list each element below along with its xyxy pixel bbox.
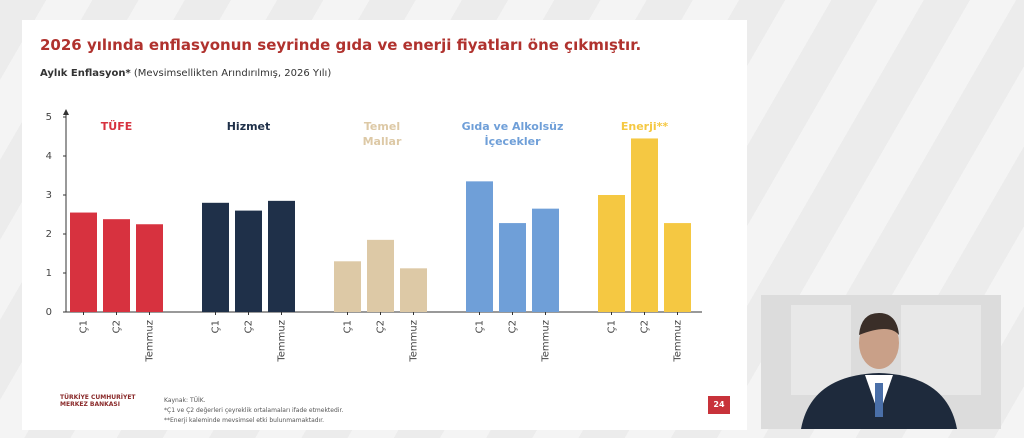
bar: [466, 181, 493, 312]
x-tick-label: Ç1: [79, 320, 90, 333]
slide: 2026 yılında enflasyonun seyrinde gıda v…: [22, 20, 747, 430]
bar: [664, 223, 691, 312]
group-label: Temel Mallar: [362, 120, 402, 148]
logo: TÜRKİYE CUMHURİYET MERKEZ BANKASI: [60, 394, 136, 408]
x-tick-label: Temmuz: [409, 320, 420, 363]
group-label: Hizmet: [226, 120, 271, 133]
x-tick-label: Temmuz: [145, 320, 156, 363]
x-tick-label: Temmuz: [277, 320, 288, 363]
group-label: Enerji**: [620, 120, 669, 133]
speaker-video: [761, 295, 1001, 429]
x-tick-label: Ç2: [112, 320, 123, 333]
page-number: 24: [708, 396, 730, 414]
bar: [268, 200, 295, 312]
y-tick-label: 1: [46, 268, 52, 279]
bar: [631, 138, 658, 312]
tie: [875, 383, 883, 417]
y-tick-label: 0: [46, 307, 52, 318]
bar: [136, 224, 163, 312]
subtitle-text: (Mevsimsellikten Arındırılmış, 2026 Yılı…: [133, 68, 332, 79]
y-tick-label: 4: [46, 151, 52, 162]
y-tick-label: 3: [46, 190, 52, 201]
bar: [598, 195, 625, 312]
x-tick-label: Ç2: [508, 320, 519, 333]
bar: [532, 208, 559, 312]
bar: [400, 268, 427, 312]
slide-title: 2026 yılında enflasyonun seyrinde gıda v…: [40, 36, 642, 54]
bar: [334, 261, 361, 312]
chart: 0 1 2 3 4 5 Ç1 Ç2 Temmuz Ç1 Ç2 Temmuz Ç1 Ç2 Temmuz Ç1 Ç2…: [46, 109, 702, 363]
x-tick-label: Temmuz: [541, 320, 552, 363]
bar: [70, 212, 97, 312]
source: Kaynak: TÜİK.: [164, 397, 206, 404]
x-tick-label: Ç2: [640, 320, 651, 333]
y-tick-label: 5: [46, 112, 52, 123]
bar: [103, 219, 130, 312]
x-tick-label: Ç1: [211, 320, 222, 333]
note: **Enerji kaleminde mevsimsel etki bulunm…: [164, 417, 325, 424]
x-tick-label: Ç1: [343, 320, 354, 333]
subtitle: Aylık Enflasyon* (Mevsimsellikten Arındı…: [40, 68, 331, 79]
bar: [235, 210, 262, 312]
x-tick-label: Ç2: [376, 320, 387, 333]
subtitle-bold: Aylık Enflasyon*: [40, 68, 131, 79]
bar: [499, 223, 526, 312]
bar: [367, 239, 394, 312]
hair: [859, 313, 899, 335]
x-tick-label: Ç1: [607, 320, 618, 333]
bar: [202, 202, 229, 312]
x-tick-label: Temmuz: [673, 320, 684, 363]
x-tick-label: Ç1: [475, 320, 486, 333]
y-tick-label: 2: [46, 229, 52, 240]
note: *Ç1 ve Ç2 değerleri çeyreklik ortalamala…: [164, 407, 344, 414]
group-label: Gıda ve Alkolsüz İçecekler: [461, 120, 564, 148]
group-label: TÜFE: [100, 120, 133, 133]
axis-arrow: [63, 109, 69, 115]
x-tick-label: Ç2: [244, 320, 255, 333]
